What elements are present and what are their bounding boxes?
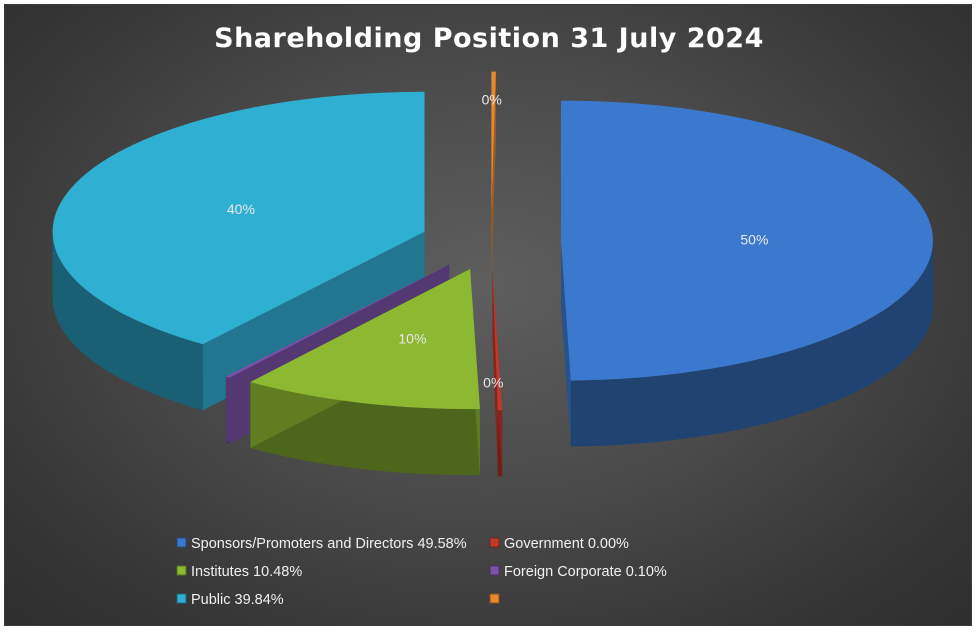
legend-label: Public 39.84%: [191, 592, 284, 608]
legend-marker: [489, 565, 500, 576]
chart-area: Shareholding Position 31 July 2024 0% 40%…: [4, 4, 972, 626]
slice-top: [250, 269, 480, 410]
slice-side-wall: [570, 240, 933, 447]
legend-label: Sponsors/Promoters and Directors 49.58%: [191, 536, 467, 552]
slice-top: [491, 71, 496, 212]
slice-cut-wall: [491, 71, 496, 278]
legend-item: Government 0.00%: [489, 536, 629, 552]
slice-top: [52, 91, 425, 345]
legend-marker: [489, 593, 500, 604]
data-label: 0%: [482, 92, 502, 108]
pie-slice: 10%: [250, 269, 480, 476]
legend-marker: [176, 537, 187, 548]
slice-side-wall: [52, 231, 203, 411]
slice-cut-wall: [492, 270, 498, 477]
pie-slice: 50%: [560, 100, 933, 447]
legend-marker: [176, 565, 187, 576]
data-label: 50%: [740, 232, 768, 248]
pie-chart: 0%40%50%0%10%0%Sponsors/Promoters and Di…: [52, 71, 933, 608]
chart-title: Shareholding Position 31 July 2024: [214, 23, 764, 54]
legend-marker: [489, 537, 500, 548]
slice-cut-wall: [560, 240, 571, 447]
legend-item: Sponsors/Promoters and Directors 49.58%: [176, 536, 467, 552]
legend-marker: [176, 593, 187, 604]
legend-label: Government 0.00%: [504, 536, 629, 552]
legend-item: Foreign Corporate 0.10%: [489, 564, 667, 580]
legend-item: Public 39.84%: [176, 592, 284, 608]
slice-top: [560, 100, 933, 381]
slice-top: [492, 270, 503, 411]
legend-item: Institutes 10.48%: [176, 564, 302, 580]
slice-top: [225, 264, 450, 378]
data-label: 10%: [398, 331, 426, 347]
data-label: 0%: [483, 374, 503, 390]
legend-label: Foreign Corporate 0.10%: [504, 564, 667, 580]
legend-label: Institutes 10.48%: [191, 564, 302, 580]
pie-slice: 0%: [482, 71, 502, 278]
data-label: 40%: [227, 201, 255, 217]
pie-slice: 0%: [483, 270, 503, 477]
legend-item: [489, 593, 500, 604]
